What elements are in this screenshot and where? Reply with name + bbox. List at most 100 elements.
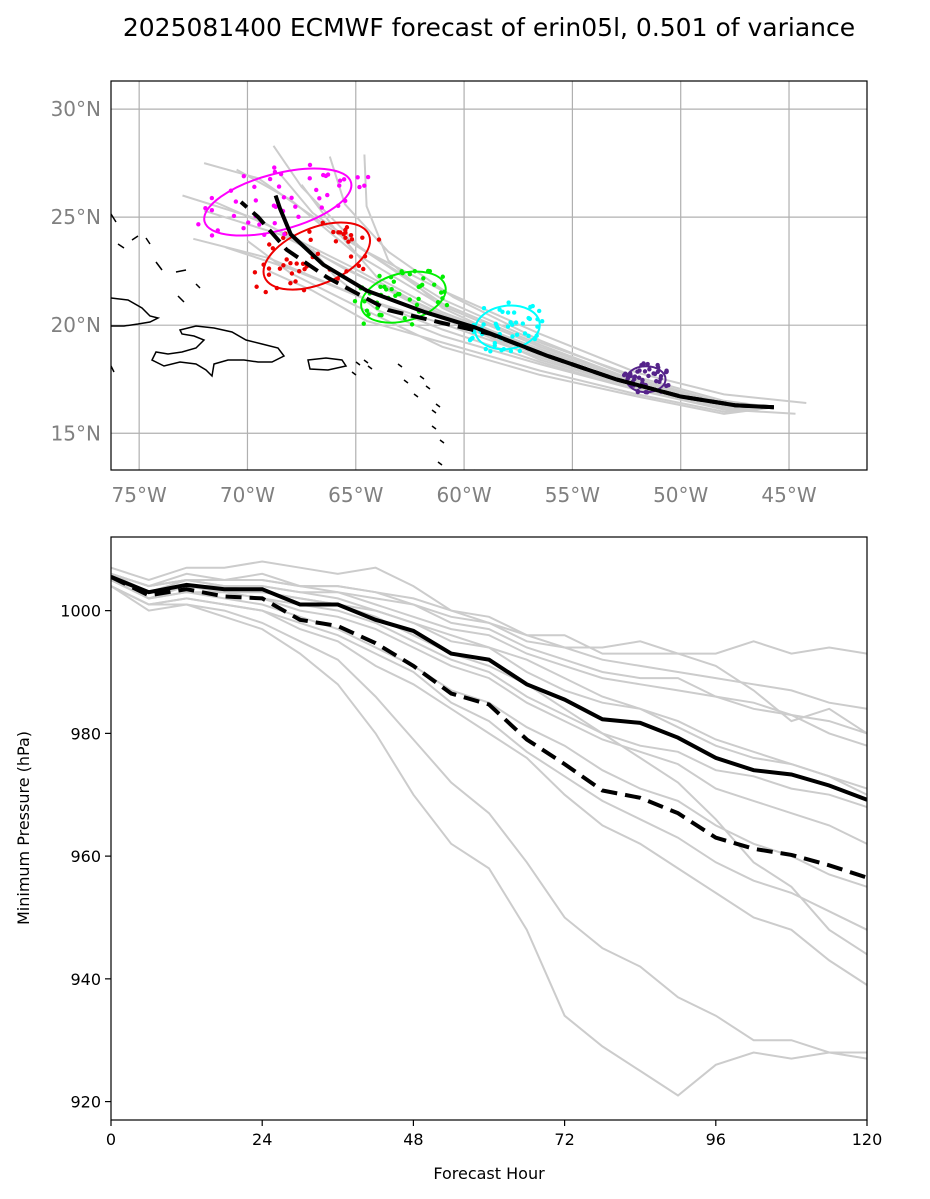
ensemble-position-dot xyxy=(252,270,258,275)
lon-tick-label: 65°W xyxy=(328,483,383,507)
ensemble-position-dot xyxy=(510,334,515,339)
ensemble-position-dot xyxy=(407,271,413,277)
ensemble-position-dot xyxy=(494,323,499,329)
ensemble-position-dot xyxy=(289,195,294,201)
pressure-y-ticks: 920 940 960 980 1000 xyxy=(60,602,111,1112)
ensemble-position-dot xyxy=(355,175,360,180)
ensemble-position-dot xyxy=(438,290,444,295)
ensemble-position-dot xyxy=(307,229,312,234)
ensemble-position-dot xyxy=(344,225,350,230)
ensemble-position-dot xyxy=(294,261,299,266)
coast-lesser-antilles xyxy=(355,361,361,366)
ensemble-position-dot xyxy=(444,302,450,308)
ensemble-track xyxy=(328,156,774,409)
ensemble-position-dot xyxy=(481,322,486,327)
ensemble-position-dot xyxy=(640,377,645,383)
coast-lesser-antilles xyxy=(437,461,443,466)
uncertainty-ellipse xyxy=(203,167,353,237)
ensemble-position-dot xyxy=(314,187,319,193)
ensemble-positions xyxy=(196,162,671,395)
ensemble-position-dot xyxy=(416,284,421,290)
ensemble-position-dot xyxy=(364,308,370,313)
ensemble-position-dot xyxy=(632,375,637,380)
ensemble-track xyxy=(311,248,774,409)
pressure-ensemble-line xyxy=(111,585,867,986)
ensemble-position-dot xyxy=(517,348,523,354)
ensemble-position-dot xyxy=(325,172,331,177)
ensemble-position-dot xyxy=(527,316,533,322)
ensemble-position-dot xyxy=(658,376,663,382)
ensemble-position-dot xyxy=(282,231,287,237)
ensemble-position-dot xyxy=(655,369,661,375)
ensemble-position-dot xyxy=(337,183,342,188)
ensemble-position-dot xyxy=(288,280,293,286)
ensemble-position-dot xyxy=(308,237,313,243)
ensemble-position-dot xyxy=(297,269,302,274)
ensemble-position-dot xyxy=(419,282,425,288)
ensemble-position-dot xyxy=(506,300,511,305)
ensemble-position-dot xyxy=(421,276,426,281)
ensemble-position-dot xyxy=(637,368,642,373)
ensemble-position-dot xyxy=(522,331,528,336)
ensemble-tracks xyxy=(182,145,807,415)
ensemble-position-dot xyxy=(664,368,669,373)
ensemble-position-dot xyxy=(341,177,347,182)
ensemble-position-dot xyxy=(338,230,343,235)
ensemble-position-dot xyxy=(362,183,367,188)
ensemble-position-dot xyxy=(414,302,420,308)
ensemble-position-dot xyxy=(365,174,371,180)
lon-tick-label: 75°W xyxy=(112,483,167,507)
x-tick-label: 24 xyxy=(252,1130,272,1149)
ensemble-position-dot xyxy=(483,346,488,352)
ensemble-position-dot xyxy=(651,371,656,376)
ensemble-position-dot xyxy=(267,242,272,247)
ensemble-track xyxy=(203,162,775,409)
ensemble-position-dot xyxy=(348,232,354,238)
coast-lesser-antilles xyxy=(435,403,441,408)
ensemble-position-dot xyxy=(281,235,286,241)
ensemble-position-dot xyxy=(379,312,384,318)
x-axis-label: Forecast Hour xyxy=(433,1164,545,1183)
uncertainty-ellipse xyxy=(625,365,667,394)
ensemble-position-dot xyxy=(246,220,251,225)
ensemble-position-dot xyxy=(267,176,273,182)
ensemble-position-dot xyxy=(382,284,387,289)
x-tick-label: 96 xyxy=(706,1130,726,1149)
ensemble-position-dot xyxy=(505,324,511,329)
ensemble-position-dot xyxy=(536,308,542,314)
ensemble-position-dot xyxy=(196,222,201,227)
ensemble-position-dot xyxy=(505,310,511,315)
ensemble-position-dot xyxy=(402,316,407,321)
uncertainty-ellipses xyxy=(203,167,667,394)
track-map-panel: 75°W 70°W 65°W 60°W 55°W 50°W 45°W 15°N 20°N 25°… xyxy=(51,80,868,507)
ensemble-position-dot xyxy=(647,367,652,372)
coast-lesser-antilles xyxy=(363,359,369,364)
y-tick-label: 940 xyxy=(70,970,101,989)
ensemble-track xyxy=(203,209,774,409)
ensemble-track xyxy=(272,145,774,409)
ensemble-position-dot xyxy=(270,246,276,251)
ensemble-position-dot xyxy=(346,239,351,244)
pressure-ensemble-line xyxy=(111,585,867,1060)
uncertainty-ellipse xyxy=(360,270,447,324)
ensemble-position-dot xyxy=(296,214,301,220)
ensemble-position-dot xyxy=(319,205,324,210)
ensemble-position-dot xyxy=(266,266,272,271)
coast-lesser-antilles xyxy=(439,439,445,444)
ensemble-position-dot xyxy=(252,184,257,190)
ensemble-position-dot xyxy=(520,321,526,326)
lon-tick-label: 55°W xyxy=(545,483,600,507)
ensemble-position-dot xyxy=(272,220,277,226)
coast-lesser-antilles xyxy=(403,379,409,384)
ensemble-position-dot xyxy=(231,213,237,219)
ensemble-position-dot xyxy=(621,372,627,378)
ensemble-position-dot xyxy=(511,310,517,315)
pressure-ensemble-line xyxy=(111,579,867,845)
ensemble-position-dot xyxy=(315,251,321,256)
main-tracks xyxy=(239,194,775,410)
ensemble-position-dot xyxy=(343,235,348,240)
ensemble-position-dot xyxy=(488,349,493,354)
ensemble-position-dot xyxy=(331,229,336,235)
ensemble-position-dot xyxy=(492,340,498,346)
